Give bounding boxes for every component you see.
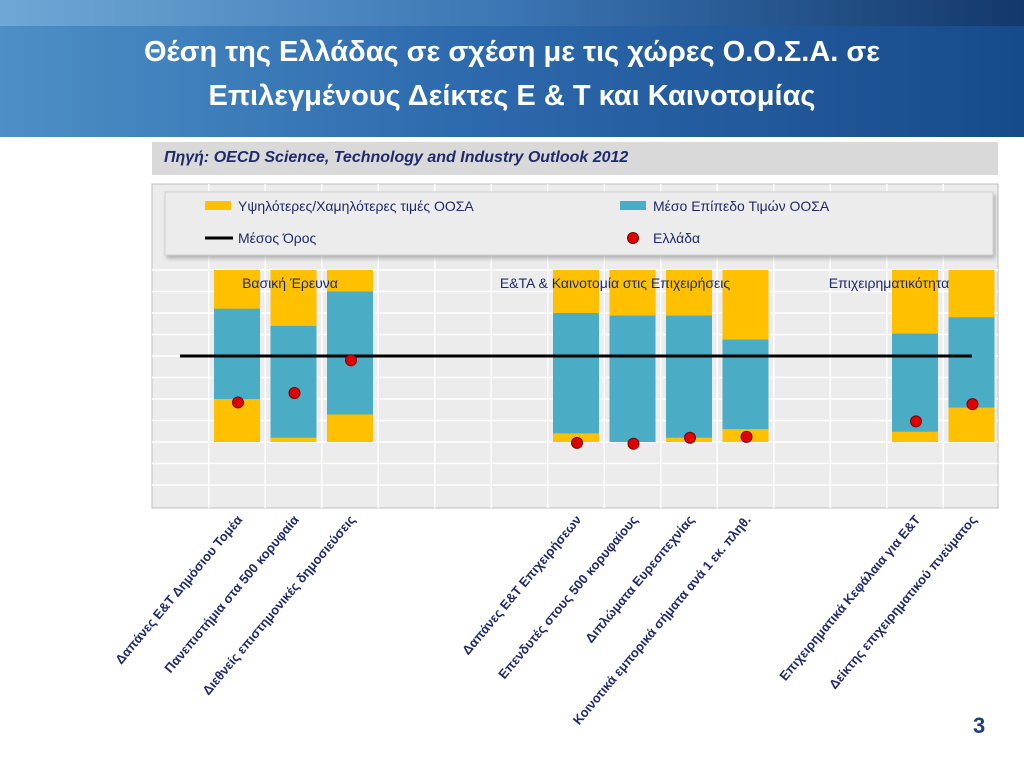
- group-label: Ε&ΤΑ & Καινοτομία στις Επιχειρήσεις: [500, 275, 731, 291]
- greece-dot: [627, 437, 640, 450]
- greece-dot: [232, 396, 244, 409]
- category-label: Διπλώματα Ευρεσιτεχνίας: [582, 512, 697, 646]
- greece-dot: [288, 386, 301, 399]
- legend-swatch-range: [205, 201, 231, 210]
- slide-title-line-1: Θέση της Ελλάδας σε σχέση με τις χώρες Ο…: [143, 36, 881, 68]
- title-bar-top-strip: [0, 0, 1024, 26]
- oecd-mid-bar: [892, 333, 938, 432]
- slide-title-line-2: Επιλεγμένους Δείκτες Ε & Τ και Καινοτομί…: [208, 80, 816, 112]
- oecd-mid-bar: [270, 325, 317, 438]
- page-number: 3: [973, 713, 986, 738]
- legend-dot-greece: [627, 232, 639, 244]
- oecd-mid-bar: [948, 317, 995, 408]
- legend-label-oecd_mid: Μέσο Επίπεδο Τιμών ΟΟΣΑ: [653, 198, 830, 214]
- greece-dot: [740, 430, 753, 443]
- greece-dot: [684, 431, 696, 444]
- legend-label-greece: Ελλάδα: [653, 230, 700, 246]
- oecd-mid-bar: [666, 315, 712, 438]
- category-label: Δαπάνες Ε&Τ Επιχειρήσεων: [459, 512, 584, 657]
- greece-dot: [966, 398, 979, 411]
- oecd-mid-bar: [553, 313, 599, 434]
- legend-label-range: Υψηλότερες/Χαμηλότερες τιμές ΟΟΣΑ: [238, 198, 474, 214]
- oecd-mid-bar: [214, 308, 260, 399]
- greece-dot: [910, 415, 922, 428]
- legend-swatch-oecd_mid: [620, 201, 646, 210]
- greece-dot: [345, 354, 357, 367]
- legend: Υψηλότερες/Χαμηλότερες τιμές ΟΟΣΑ Μέσο Επ…: [164, 191, 994, 256]
- oecd-mid-bar: [327, 291, 373, 415]
- slide-title: Θέση της Ελλάδας σε σχέση με τις χώρες Ο…: [30, 30, 994, 130]
- legend-label-average: Μέσος Όρος: [238, 230, 317, 246]
- greece-dot: [571, 436, 583, 449]
- group-label: Επιχειρηματικότητα: [829, 275, 950, 291]
- greece-dots-layer: [232, 354, 979, 450]
- group-label: Βασική Έρευνα: [242, 275, 338, 291]
- source-box: Πηγή: OECD Science, Technology and Indus…: [152, 142, 998, 175]
- source-text: Πηγή: OECD Science, Technology and Indus…: [164, 149, 629, 166]
- title-bar: [0, 0, 1024, 137]
- oecd-mid-bar: [609, 315, 656, 442]
- legend-box: [164, 191, 994, 256]
- group-labels-layer: Βασική Έρευνα Ε&ΤΑ & Καινοτομία στις Επιχ…: [242, 275, 949, 291]
- oecd-mid-bar: [722, 339, 769, 430]
